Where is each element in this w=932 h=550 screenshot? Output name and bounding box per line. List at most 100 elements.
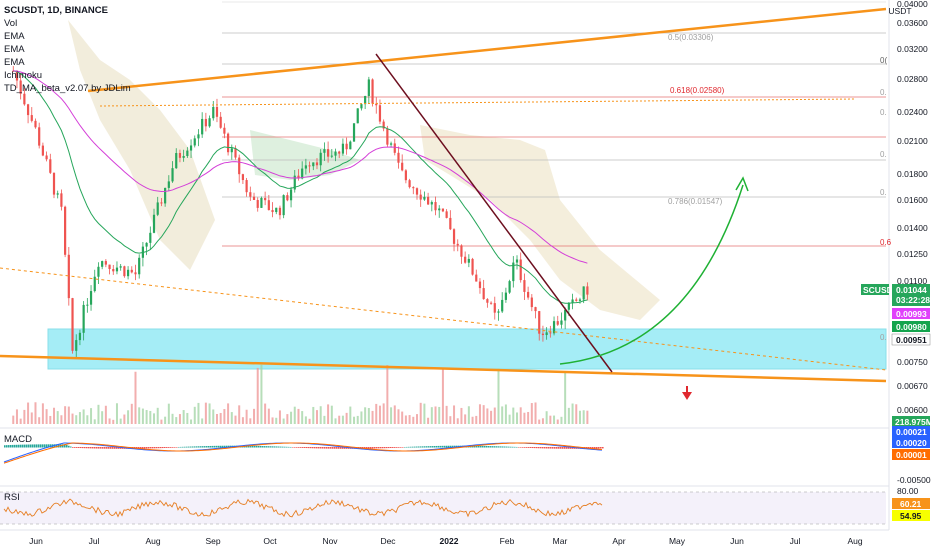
macd-hist-bar bbox=[120, 447, 122, 449]
macd-hist-bar bbox=[44, 444, 46, 448]
candle-body bbox=[564, 309, 567, 321]
macd-hist-bar bbox=[544, 447, 546, 449]
fib-zero-label: 0( bbox=[880, 56, 887, 65]
indicator-td-ma[interactable]: TD_MA_beta_v2.07 by JDLim bbox=[4, 83, 131, 94]
macd-hist-bar bbox=[482, 445, 484, 448]
candle-body bbox=[582, 286, 585, 300]
macd-badge-3: 0.00001 bbox=[896, 450, 927, 460]
macd-hist-bar bbox=[542, 447, 544, 449]
candle-body bbox=[356, 108, 359, 124]
macd-hist-bar bbox=[32, 444, 34, 448]
volume-bar bbox=[578, 410, 581, 424]
candle-body bbox=[312, 162, 315, 167]
volume-bar bbox=[519, 407, 522, 424]
candle-body bbox=[223, 127, 226, 134]
macd-hist-bar bbox=[572, 447, 574, 449]
macd-hist-bar bbox=[68, 445, 70, 448]
macd-hist-bar bbox=[314, 447, 316, 449]
candle-body bbox=[49, 159, 52, 173]
candle-body bbox=[552, 321, 556, 334]
time-tick: Jul bbox=[89, 536, 100, 546]
candle-body bbox=[167, 181, 170, 188]
macd-hist-bar bbox=[552, 447, 554, 449]
price-tick: 0.03200 bbox=[897, 44, 928, 54]
volume-bar bbox=[541, 418, 544, 424]
macd-hist-bar bbox=[384, 447, 386, 449]
volume-bar bbox=[460, 407, 463, 424]
macd-hist-bar bbox=[446, 445, 448, 448]
volume-bar bbox=[338, 415, 341, 424]
price-tick: 0.02400 bbox=[897, 107, 928, 117]
macd-hist-bar bbox=[78, 447, 80, 448]
macd-hist-bar bbox=[568, 447, 570, 449]
candle-body bbox=[389, 143, 393, 145]
macd-hist-bar bbox=[316, 447, 318, 449]
ichimoku-cloud-area bbox=[420, 125, 660, 320]
macd-hist-bar bbox=[538, 447, 540, 449]
candle-body bbox=[234, 148, 237, 158]
macd-hist-bar bbox=[506, 446, 508, 448]
macd-hist-bar bbox=[220, 445, 222, 448]
candle-body bbox=[415, 188, 419, 195]
macd-hist-bar bbox=[298, 447, 300, 448]
macd-hist-bar bbox=[266, 446, 268, 448]
macd-hist-bar bbox=[390, 447, 392, 448]
macd-hist-bar bbox=[168, 447, 170, 448]
volume-bar bbox=[501, 406, 504, 424]
macd-hist-bar bbox=[272, 446, 274, 448]
macd-hist-bar bbox=[48, 444, 50, 448]
macd-hist-bar bbox=[262, 446, 264, 448]
macd-hist-bar bbox=[526, 447, 528, 448]
volume-bar bbox=[430, 407, 433, 424]
macd-hist-bar bbox=[196, 446, 198, 448]
volume-bar bbox=[490, 410, 493, 424]
candle-body bbox=[452, 229, 456, 244]
candle-body bbox=[493, 303, 496, 313]
macd-hist-bar bbox=[216, 445, 218, 448]
volume-bar bbox=[478, 404, 481, 424]
macd-hist-bar bbox=[510, 446, 512, 448]
candle-body bbox=[238, 157, 241, 175]
candle-body bbox=[86, 304, 89, 306]
candle-body bbox=[478, 281, 482, 289]
candle-body bbox=[541, 333, 545, 336]
candle-body bbox=[523, 280, 526, 292]
indicator-ema-2[interactable]: EMA bbox=[4, 44, 25, 55]
volume-bar bbox=[334, 418, 337, 424]
time-tick: Aug bbox=[145, 536, 160, 546]
volume-bar bbox=[378, 405, 381, 424]
candle-body bbox=[138, 257, 141, 275]
macd-hist-bar bbox=[270, 446, 272, 448]
candle-body bbox=[78, 332, 82, 341]
last-price-badge-bg bbox=[892, 284, 930, 306]
candle-body bbox=[186, 150, 189, 157]
candle-body bbox=[360, 104, 363, 109]
volume-bar bbox=[327, 404, 330, 424]
indicator-ema-3[interactable]: EMA bbox=[4, 57, 25, 68]
macd-hist-bar bbox=[64, 444, 66, 448]
indicator-vol[interactable]: Vol bbox=[4, 18, 18, 29]
macd-hist-bar bbox=[438, 445, 440, 448]
candle-body bbox=[341, 143, 345, 154]
volume-bar bbox=[34, 402, 37, 424]
price-tick: 0.01400 bbox=[897, 223, 928, 233]
indicator-ema-1[interactable]: EMA bbox=[4, 31, 25, 42]
volume-bar bbox=[375, 403, 378, 424]
candles bbox=[12, 66, 589, 358]
macd-pane bbox=[3, 442, 604, 464]
volume-bar bbox=[127, 410, 130, 424]
volume-bar bbox=[527, 411, 530, 424]
ema-green-badge-bg bbox=[892, 321, 930, 332]
macd-hist-bar bbox=[346, 447, 348, 449]
volume-bar bbox=[401, 411, 404, 424]
candle-body bbox=[508, 281, 511, 293]
macd-hist-bar bbox=[100, 447, 102, 449]
candle-body bbox=[89, 291, 93, 305]
candle-body bbox=[393, 143, 396, 153]
indicator-ichimoku[interactable]: Ichimoku bbox=[4, 70, 43, 81]
macd-hist-bar bbox=[570, 447, 572, 449]
candle-body bbox=[34, 120, 37, 128]
candle-body bbox=[475, 274, 478, 282]
macd-hist-bar bbox=[374, 447, 376, 449]
